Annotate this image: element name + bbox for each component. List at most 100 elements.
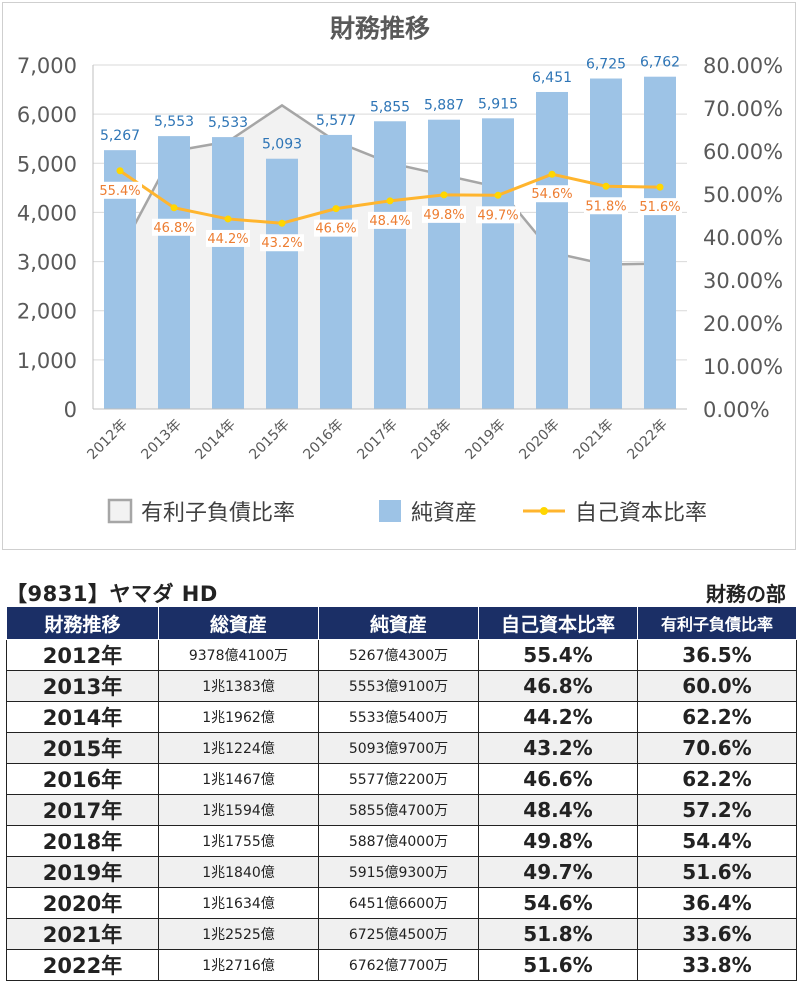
cell-net-assets: 5533億5400万 bbox=[318, 701, 479, 733]
cell-year: 2018年 bbox=[6, 825, 159, 857]
cell-net-assets: 5915億9300万 bbox=[318, 856, 479, 888]
cell-debt-ratio: 60.0% bbox=[637, 670, 797, 702]
x-tick-label: 2017年 bbox=[354, 417, 400, 463]
x-tick-label: 2020年 bbox=[516, 417, 562, 463]
equity-ratio-point bbox=[656, 183, 664, 191]
y-right-tick-label: 60.00% bbox=[703, 140, 783, 164]
cell-total-assets: 1兆1467億 bbox=[158, 763, 319, 795]
net-assets-data-label: 5,093 bbox=[262, 137, 302, 153]
net-assets-bar bbox=[212, 137, 244, 409]
net-assets-bar bbox=[644, 76, 676, 410]
cell-equity-ratio: 48.4% bbox=[478, 794, 638, 826]
net-assets-data-label: 6,451 bbox=[532, 70, 572, 86]
cell-total-assets: 1兆1840億 bbox=[158, 856, 319, 888]
net-assets-data-label: 5,887 bbox=[424, 98, 464, 114]
cell-total-assets: 1兆2525億 bbox=[158, 918, 319, 950]
cell-equity-ratio: 54.6% bbox=[478, 887, 638, 919]
equity-label-bg bbox=[368, 211, 412, 229]
y-left-tick-label: 2,000 bbox=[17, 300, 77, 324]
cell-net-assets: 5577億2200万 bbox=[318, 763, 479, 795]
equity-ratio-point bbox=[332, 205, 340, 213]
net-assets-bar bbox=[320, 134, 352, 409]
equity-ratio-data-label: 44.2% bbox=[207, 232, 248, 247]
equity-ratio-point bbox=[116, 167, 124, 175]
cell-total-assets: 1兆1962億 bbox=[158, 701, 319, 733]
legend-swatch-equity-marker bbox=[540, 507, 548, 515]
cell-year: 2013年 bbox=[6, 670, 159, 702]
cell-debt-ratio: 51.6% bbox=[637, 856, 797, 888]
equity-label-bg bbox=[638, 198, 682, 216]
equity-ratio-data-label: 51.6% bbox=[639, 200, 680, 215]
net-assets-data-label: 6,762 bbox=[640, 55, 680, 71]
equity-ratio-data-label: 51.8% bbox=[585, 199, 626, 214]
cell-debt-ratio: 54.4% bbox=[637, 825, 797, 857]
chart-title: 財務推移 bbox=[330, 14, 430, 43]
cell-total-assets: 1兆1755億 bbox=[158, 825, 319, 857]
net-assets-data-label: 5,855 bbox=[370, 99, 410, 115]
table-row: 2012年 9378億4100万 5267億4300万 55.4% 36.5% bbox=[6, 639, 797, 671]
net-assets-data-label: 6,725 bbox=[586, 57, 626, 73]
y-right-tick-label: 20.00% bbox=[703, 312, 783, 336]
equity-label-bg bbox=[260, 234, 304, 252]
cell-year: 2021年 bbox=[6, 918, 159, 950]
cell-equity-ratio: 49.8% bbox=[478, 825, 638, 857]
header-total-assets: 総資産 bbox=[158, 606, 319, 640]
cell-year: 2017年 bbox=[6, 794, 159, 826]
cell-debt-ratio: 36.5% bbox=[637, 639, 797, 671]
cell-total-assets: 1兆2716億 bbox=[158, 949, 319, 981]
y-left-tick-label: 3,000 bbox=[17, 251, 77, 275]
cell-equity-ratio: 55.4% bbox=[478, 639, 638, 671]
cell-equity-ratio: 49.7% bbox=[478, 856, 638, 888]
cell-total-assets: 1兆1634億 bbox=[158, 887, 319, 919]
cell-total-assets: 1兆1383億 bbox=[158, 670, 319, 702]
x-tick-label: 2018年 bbox=[408, 417, 454, 463]
x-tick-label: 2014年 bbox=[192, 417, 238, 463]
net-assets-bar bbox=[482, 118, 514, 409]
cell-equity-ratio: 46.8% bbox=[478, 670, 638, 702]
y-left-tick-label: 4,000 bbox=[17, 201, 77, 225]
y-right-tick-label: 40.00% bbox=[703, 226, 783, 250]
table-row: 2017年 1兆1594億 5855億4700万 48.4% 57.2% bbox=[6, 794, 797, 826]
cell-net-assets: 6725億4500万 bbox=[318, 918, 479, 950]
cell-year: 2012年 bbox=[6, 639, 159, 671]
cell-debt-ratio: 33.8% bbox=[637, 949, 797, 981]
cell-total-assets: 9378億4100万 bbox=[158, 639, 319, 671]
equity-ratio-point bbox=[170, 204, 178, 212]
cell-debt-ratio: 62.2% bbox=[637, 701, 797, 733]
equity-ratio-data-label: 46.6% bbox=[315, 222, 356, 237]
equity-ratio-data-label: 48.4% bbox=[369, 214, 410, 229]
x-tick-label: 2013年 bbox=[138, 417, 184, 463]
cell-net-assets: 6451億6600万 bbox=[318, 887, 479, 919]
x-tick-label: 2012年 bbox=[84, 417, 130, 463]
equity-label-bg bbox=[476, 206, 520, 224]
net-assets-bar bbox=[266, 158, 298, 409]
net-assets-bar bbox=[590, 78, 622, 409]
cell-equity-ratio: 46.6% bbox=[478, 763, 638, 795]
x-tick-label: 2015年 bbox=[246, 417, 292, 463]
y-left-tick-label: 1,000 bbox=[17, 349, 77, 373]
table-header-row: 財務推移 総資産 純資産 自己資本比率 有利子負債比率 bbox=[6, 606, 797, 640]
financial-table: 財務推移 総資産 純資産 自己資本比率 有利子負債比率 2012年 9378億41… bbox=[6, 606, 797, 981]
legend-swatch-debt-ratio bbox=[107, 498, 133, 524]
cell-net-assets: 6762億7700万 bbox=[318, 949, 479, 981]
equity-label-bg bbox=[584, 197, 628, 215]
x-tick-label: 2019年 bbox=[462, 417, 508, 463]
net-assets-bar bbox=[374, 121, 406, 410]
equity-ratio-data-label: 43.2% bbox=[261, 236, 302, 251]
chart-panel: 財務推移 0 1,000 2,000 3,000 4,000 5,000 6,000 7,000… bbox=[2, 2, 796, 550]
equity-ratio-data-label: 55.4% bbox=[99, 184, 140, 199]
financial-chart: 財務推移 0 1,000 2,000 3,000 4,000 5,000 6,000 7,000… bbox=[17, 14, 783, 526]
table-row: 2014年 1兆1962億 5533億5400万 44.2% 62.2% bbox=[6, 701, 797, 733]
x-tick-label: 2021年 bbox=[570, 417, 616, 463]
cell-year: 2014年 bbox=[6, 701, 159, 733]
cell-debt-ratio: 70.6% bbox=[637, 732, 797, 764]
table-row: 2013年 1兆1383億 5553億9100万 46.8% 60.0% bbox=[6, 670, 797, 702]
cell-net-assets: 5553億9100万 bbox=[318, 670, 479, 702]
equity-ratio-point bbox=[278, 219, 286, 227]
header-period: 財務推移 bbox=[6, 606, 159, 640]
y-right-tick-label: 80.00% bbox=[703, 54, 783, 78]
equity-ratio-data-label: 46.8% bbox=[153, 221, 194, 236]
equity-label-bg bbox=[152, 218, 196, 236]
cell-equity-ratio: 51.6% bbox=[478, 949, 638, 981]
cell-year: 2019年 bbox=[6, 856, 159, 888]
